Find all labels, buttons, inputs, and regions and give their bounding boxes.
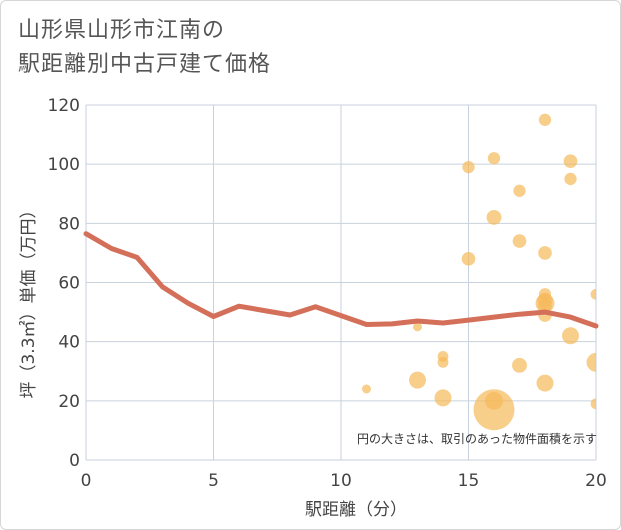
line-layer: [83, 231, 599, 329]
bubble-point: [536, 374, 554, 392]
y-axis-label: 坪（3.3㎡）単価（万円）: [19, 201, 39, 398]
bubble-point: [462, 160, 475, 174]
x-axis-label: 駅距離（分）: [305, 500, 407, 520]
bubble-size-note: 円の大きさは、取引のあった物件面積を示す: [357, 431, 597, 446]
bubble-point: [513, 184, 526, 197]
x-tick-label: 5: [208, 471, 219, 491]
y-tick-label: 60: [58, 274, 80, 294]
bubble-point: [562, 327, 579, 345]
average-price-line: [83, 231, 599, 329]
bubble-point: [586, 352, 596, 372]
bubble-point: [434, 389, 452, 407]
bubble-point: [409, 371, 426, 389]
bubble-point: [512, 234, 527, 248]
y-tick-label: 20: [58, 392, 80, 412]
bubble-point: [538, 113, 552, 126]
bubble-point: [486, 209, 502, 225]
bubble-point: [564, 172, 577, 186]
bubble-point: [563, 154, 578, 169]
y-tick-label: 120: [48, 96, 80, 116]
x-tick-label: 10: [330, 471, 352, 491]
x-tick-label: 0: [81, 471, 92, 491]
bubble-layer: [362, 113, 596, 431]
y-tick-label: 0: [69, 451, 80, 471]
chart-title-line2: 駅距離別中古戸建て価格: [18, 52, 272, 77]
bubble-point: [590, 398, 596, 410]
x-tick-label: 20: [585, 471, 607, 491]
bubble-point: [473, 389, 515, 431]
y-tick-label: 40: [58, 333, 80, 353]
bubble-point: [437, 356, 449, 368]
bubble-point: [362, 384, 371, 394]
chart-title-line1: 山形県山形市江南の: [18, 18, 226, 43]
bubble-point: [538, 246, 552, 260]
y-tick-label: 80: [58, 214, 80, 234]
bubble-point: [487, 152, 501, 165]
bubble-point: [590, 288, 596, 300]
y-tick-label: 100: [48, 155, 80, 175]
x-tick-label: 15: [458, 471, 480, 491]
bubble-point: [512, 357, 527, 373]
bubble-point: [461, 252, 476, 266]
bubble-point: [413, 322, 422, 332]
grid-layer: [85, 104, 597, 461]
tick-layer: 0 5 10 15 20 0 20 40 60 80 100 120: [48, 96, 607, 491]
chart-title: 山形県山形市江南の 駅距離別中古戸建て価格: [18, 14, 271, 82]
